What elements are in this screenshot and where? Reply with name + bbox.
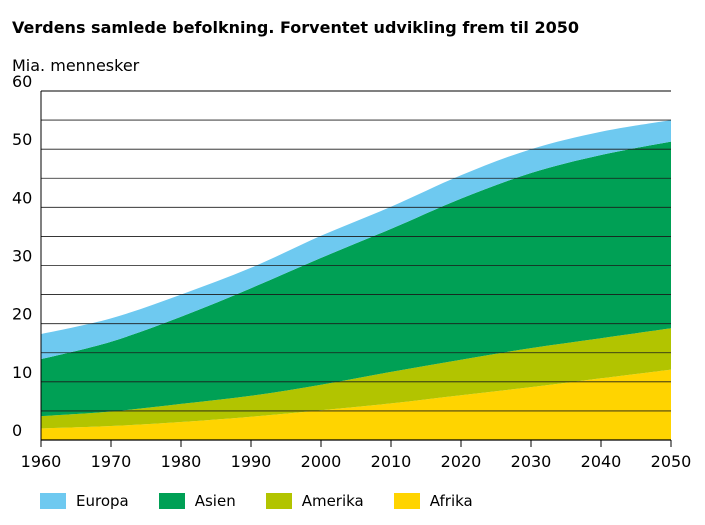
y-tick-label: 30 [12,247,32,266]
legend-item-afrika: Afrika [393,492,473,510]
legend-swatch [265,493,292,509]
x-tick-label: 2040 [581,452,622,471]
x-tick-label: 2010 [371,452,412,471]
y-axis-label: Mia. mennesker [12,56,140,75]
x-tick-label: 1980 [161,452,202,471]
legend-item-amerika: Amerika [265,492,364,510]
area-amerika [41,328,671,429]
x-tick-label: 2000 [301,452,342,471]
axes-layer [40,90,671,441]
ticks-layer: 1960 1970 1980 1990 2000 2010 2020 2030 2040 2050… [12,72,691,471]
legend-label: Asien [194,492,236,510]
legend-item-asien: Asien [158,492,236,510]
area-afrika [41,369,671,440]
chart-plot: 1960 1970 1980 1990 2000 2010 2020 2030 2040 2050… [12,72,691,471]
y-tick-label: 0 [12,421,22,440]
y-tick-label: 50 [12,130,32,149]
legend: Europa Asien Amerika Afrika [40,492,503,510]
legend-label: Amerika [301,492,364,510]
legend-swatch [158,493,185,509]
areas-layer [41,120,671,440]
x-tick-label: 1960 [21,452,62,471]
legend-swatch [40,493,66,509]
grid-layer [41,119,671,412]
legend-label: Europa [76,492,129,510]
area-asien [41,141,671,417]
chart-title: Verdens samlede befolkning. Forventet ud… [12,18,579,37]
y-tick-label: 20 [12,305,32,324]
y-tick-label: 40 [12,188,32,207]
legend-swatch [393,493,420,509]
x-tick-label: 2050 [651,452,692,471]
legend-label: Afrika [429,492,473,510]
area-europa [41,120,671,360]
x-tick-label: 2020 [441,452,482,471]
y-tick-label: 10 [12,363,32,382]
y-tick-label: 60 [12,72,32,91]
legend-item-europa: Europa [40,492,129,510]
x-tick-label: 1970 [91,452,132,471]
x-tick-label: 1990 [231,452,272,471]
x-tick-label: 2030 [511,452,552,471]
